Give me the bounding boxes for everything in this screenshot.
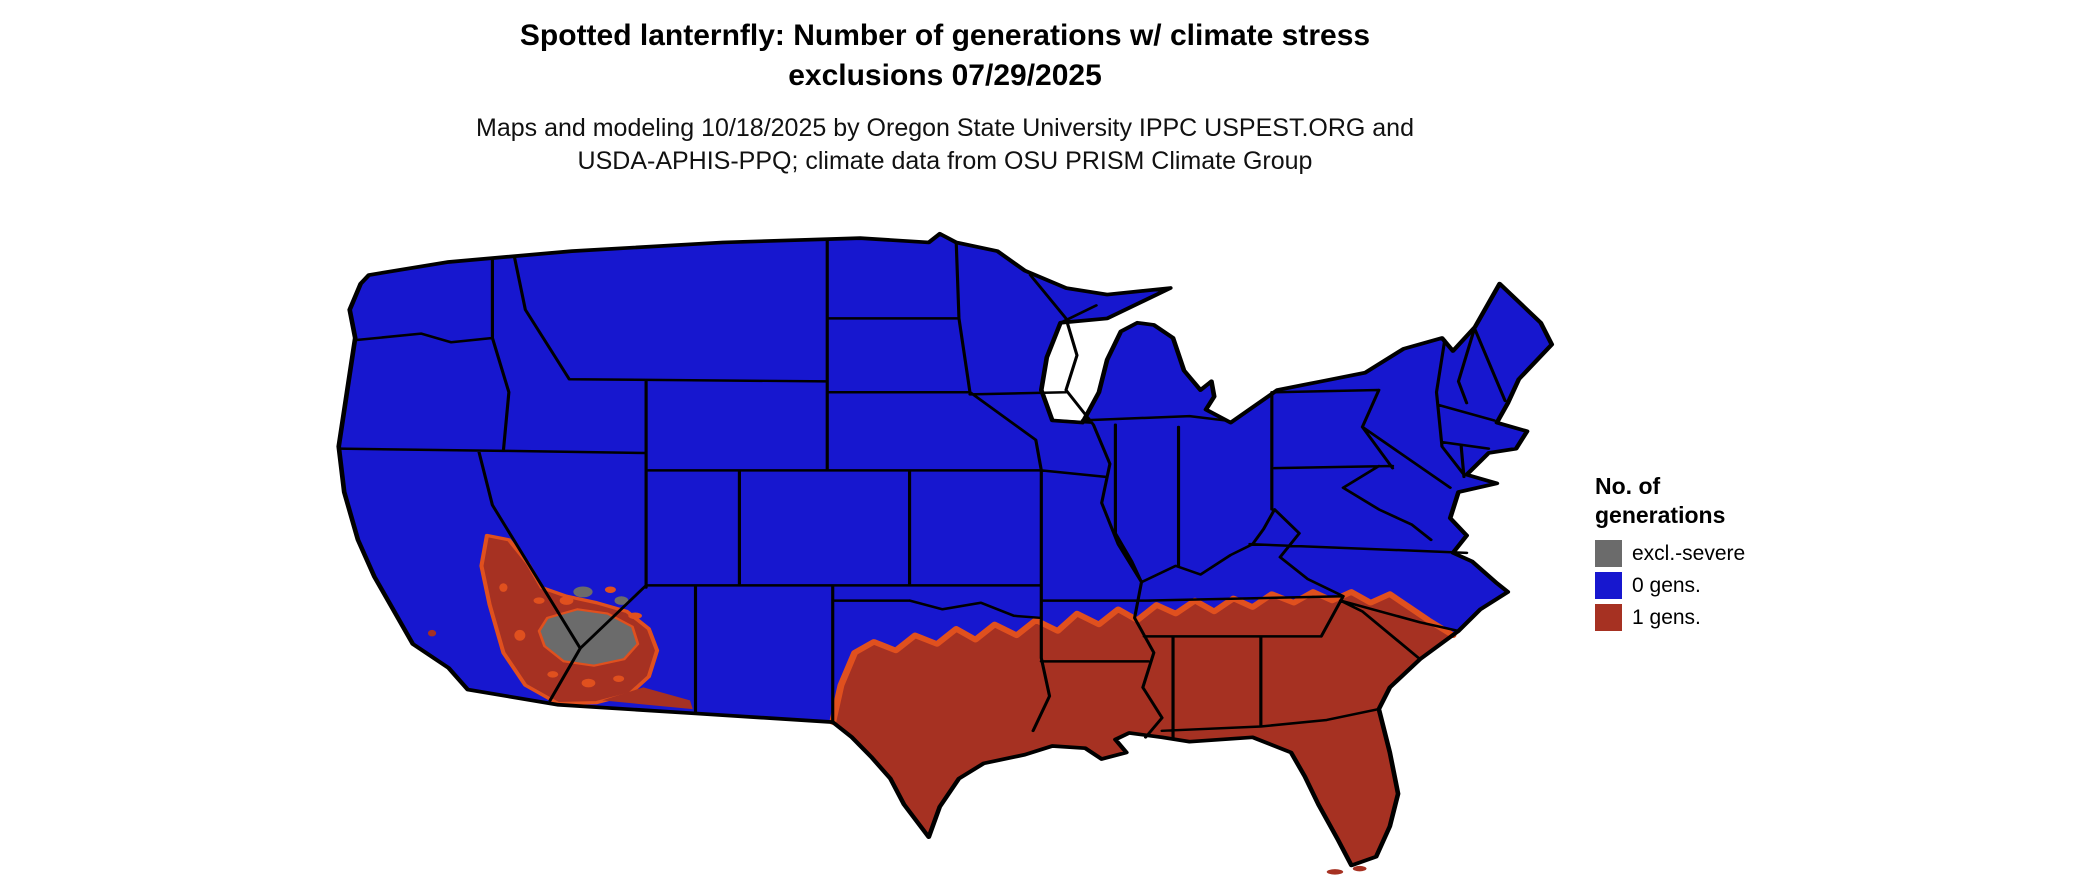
legend-item-excl-severe: excl.-severe (1595, 540, 1855, 567)
us-map-svg (336, 231, 1555, 875)
map-subtitle-line-2: USDA-APHIS-PPQ; climate data from OSU PR… (577, 147, 1313, 175)
outlying-one-gen-specks (427, 629, 1367, 875)
state-border-lines (337, 239, 1507, 740)
map-title-line-1: Spotted lanternfly: Number of generation… (519, 19, 1371, 52)
map-subtitle-line-1: Maps and modeling 10/18/2025 by Oregon S… (476, 114, 1414, 142)
one-generation-region (832, 591, 1453, 866)
arizona-border-red-strip (602, 687, 693, 710)
legend-swatch-excl-severe (1595, 540, 1622, 567)
us-generations-map (325, 224, 1560, 886)
legend-item-1-gens: 1 gens. (1595, 604, 1855, 631)
legend-swatch-0-gens (1595, 572, 1622, 599)
legend-title-line-2: generations (1595, 502, 1726, 528)
legend-items: excl.-severe 0 gens. 1 gens. (1595, 540, 1855, 631)
legend-title-line-1: No. of (1595, 473, 1661, 499)
legend-swatch-1-gens (1595, 604, 1622, 631)
map-subtitle: Maps and modeling 10/18/2025 by Oregon S… (0, 112, 1890, 178)
legend-label-1-gens: 1 gens. (1632, 605, 1701, 629)
excluded-severe-specks (573, 586, 629, 605)
arizona-stress-speckles (499, 583, 642, 688)
legend-label-excl-severe: excl.-severe (1632, 541, 1746, 565)
header: Spotted lanternfly: Number of generation… (0, 16, 1890, 178)
legend-item-0-gens: 0 gens. (1595, 572, 1855, 599)
us-outline (336, 231, 1555, 868)
map-legend: No. of generations excl.-severe 0 gens. … (1595, 472, 1855, 636)
map-title-line-2: exclusions 07/29/2025 (788, 59, 1102, 92)
legend-label-0-gens: 0 gens. (1632, 573, 1701, 597)
